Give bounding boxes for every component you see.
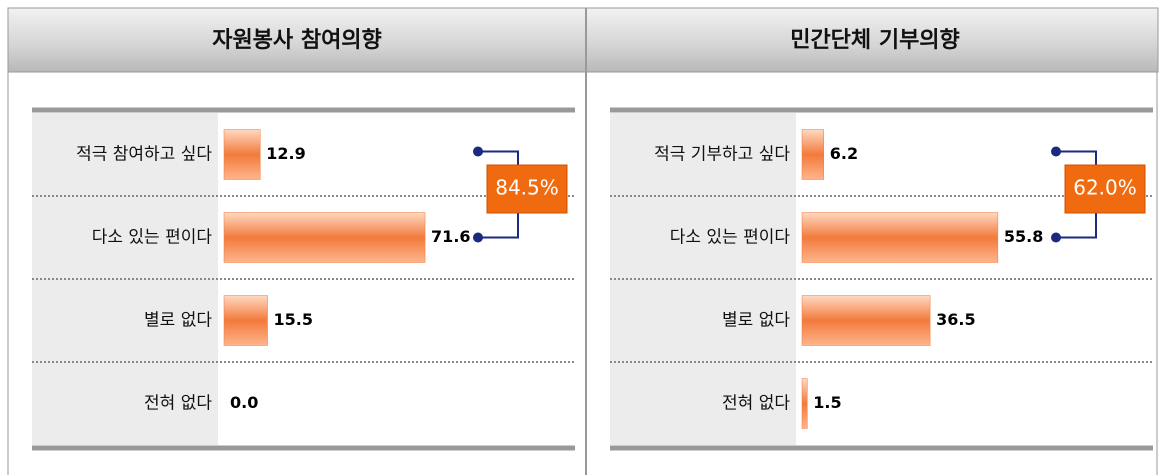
category-label: 전혀 없다 xyxy=(144,394,212,414)
chart-title: 자원봉사 참여의향 xyxy=(212,28,382,53)
value-label: 15.5 xyxy=(274,310,313,329)
annotation-box xyxy=(1064,164,1146,214)
category-label: 다소 있는 편이다 xyxy=(670,228,791,248)
bar xyxy=(223,129,261,180)
bracket-dot xyxy=(473,232,483,243)
value-label: 71.6 xyxy=(431,227,470,246)
category-label: 적극 참여하고 싶다 xyxy=(76,145,212,165)
value-label: 0.0 xyxy=(230,393,258,412)
value-label: 12.9 xyxy=(266,144,305,163)
header-bar xyxy=(7,7,1159,73)
value-label: 6.2 xyxy=(830,144,858,163)
value-label: 36.5 xyxy=(936,310,975,329)
category-label: 적극 기부하고 싶다 xyxy=(654,145,790,165)
annotation: 84.5% xyxy=(495,176,559,200)
bar xyxy=(801,212,999,263)
bracket-dot xyxy=(1051,146,1061,157)
value-label: 55.8 xyxy=(1004,227,1043,246)
bar xyxy=(801,295,931,346)
category-label: 전혀 없다 xyxy=(722,394,790,414)
annotation-box xyxy=(486,164,568,214)
category-label: 별로 없다 xyxy=(722,311,790,331)
category-label: 다소 있는 편이다 xyxy=(92,228,213,248)
bracket-dot xyxy=(473,146,483,157)
value-label: 1.5 xyxy=(813,393,841,412)
bar xyxy=(801,129,825,180)
bar xyxy=(801,378,808,429)
bracket-dot xyxy=(1051,232,1061,243)
category-label: 별로 없다 xyxy=(144,311,212,331)
annotation: 62.0% xyxy=(1073,176,1137,200)
bar xyxy=(223,295,268,346)
chart-title: 민간단체 기부의향 xyxy=(790,28,960,53)
bar xyxy=(223,212,426,263)
